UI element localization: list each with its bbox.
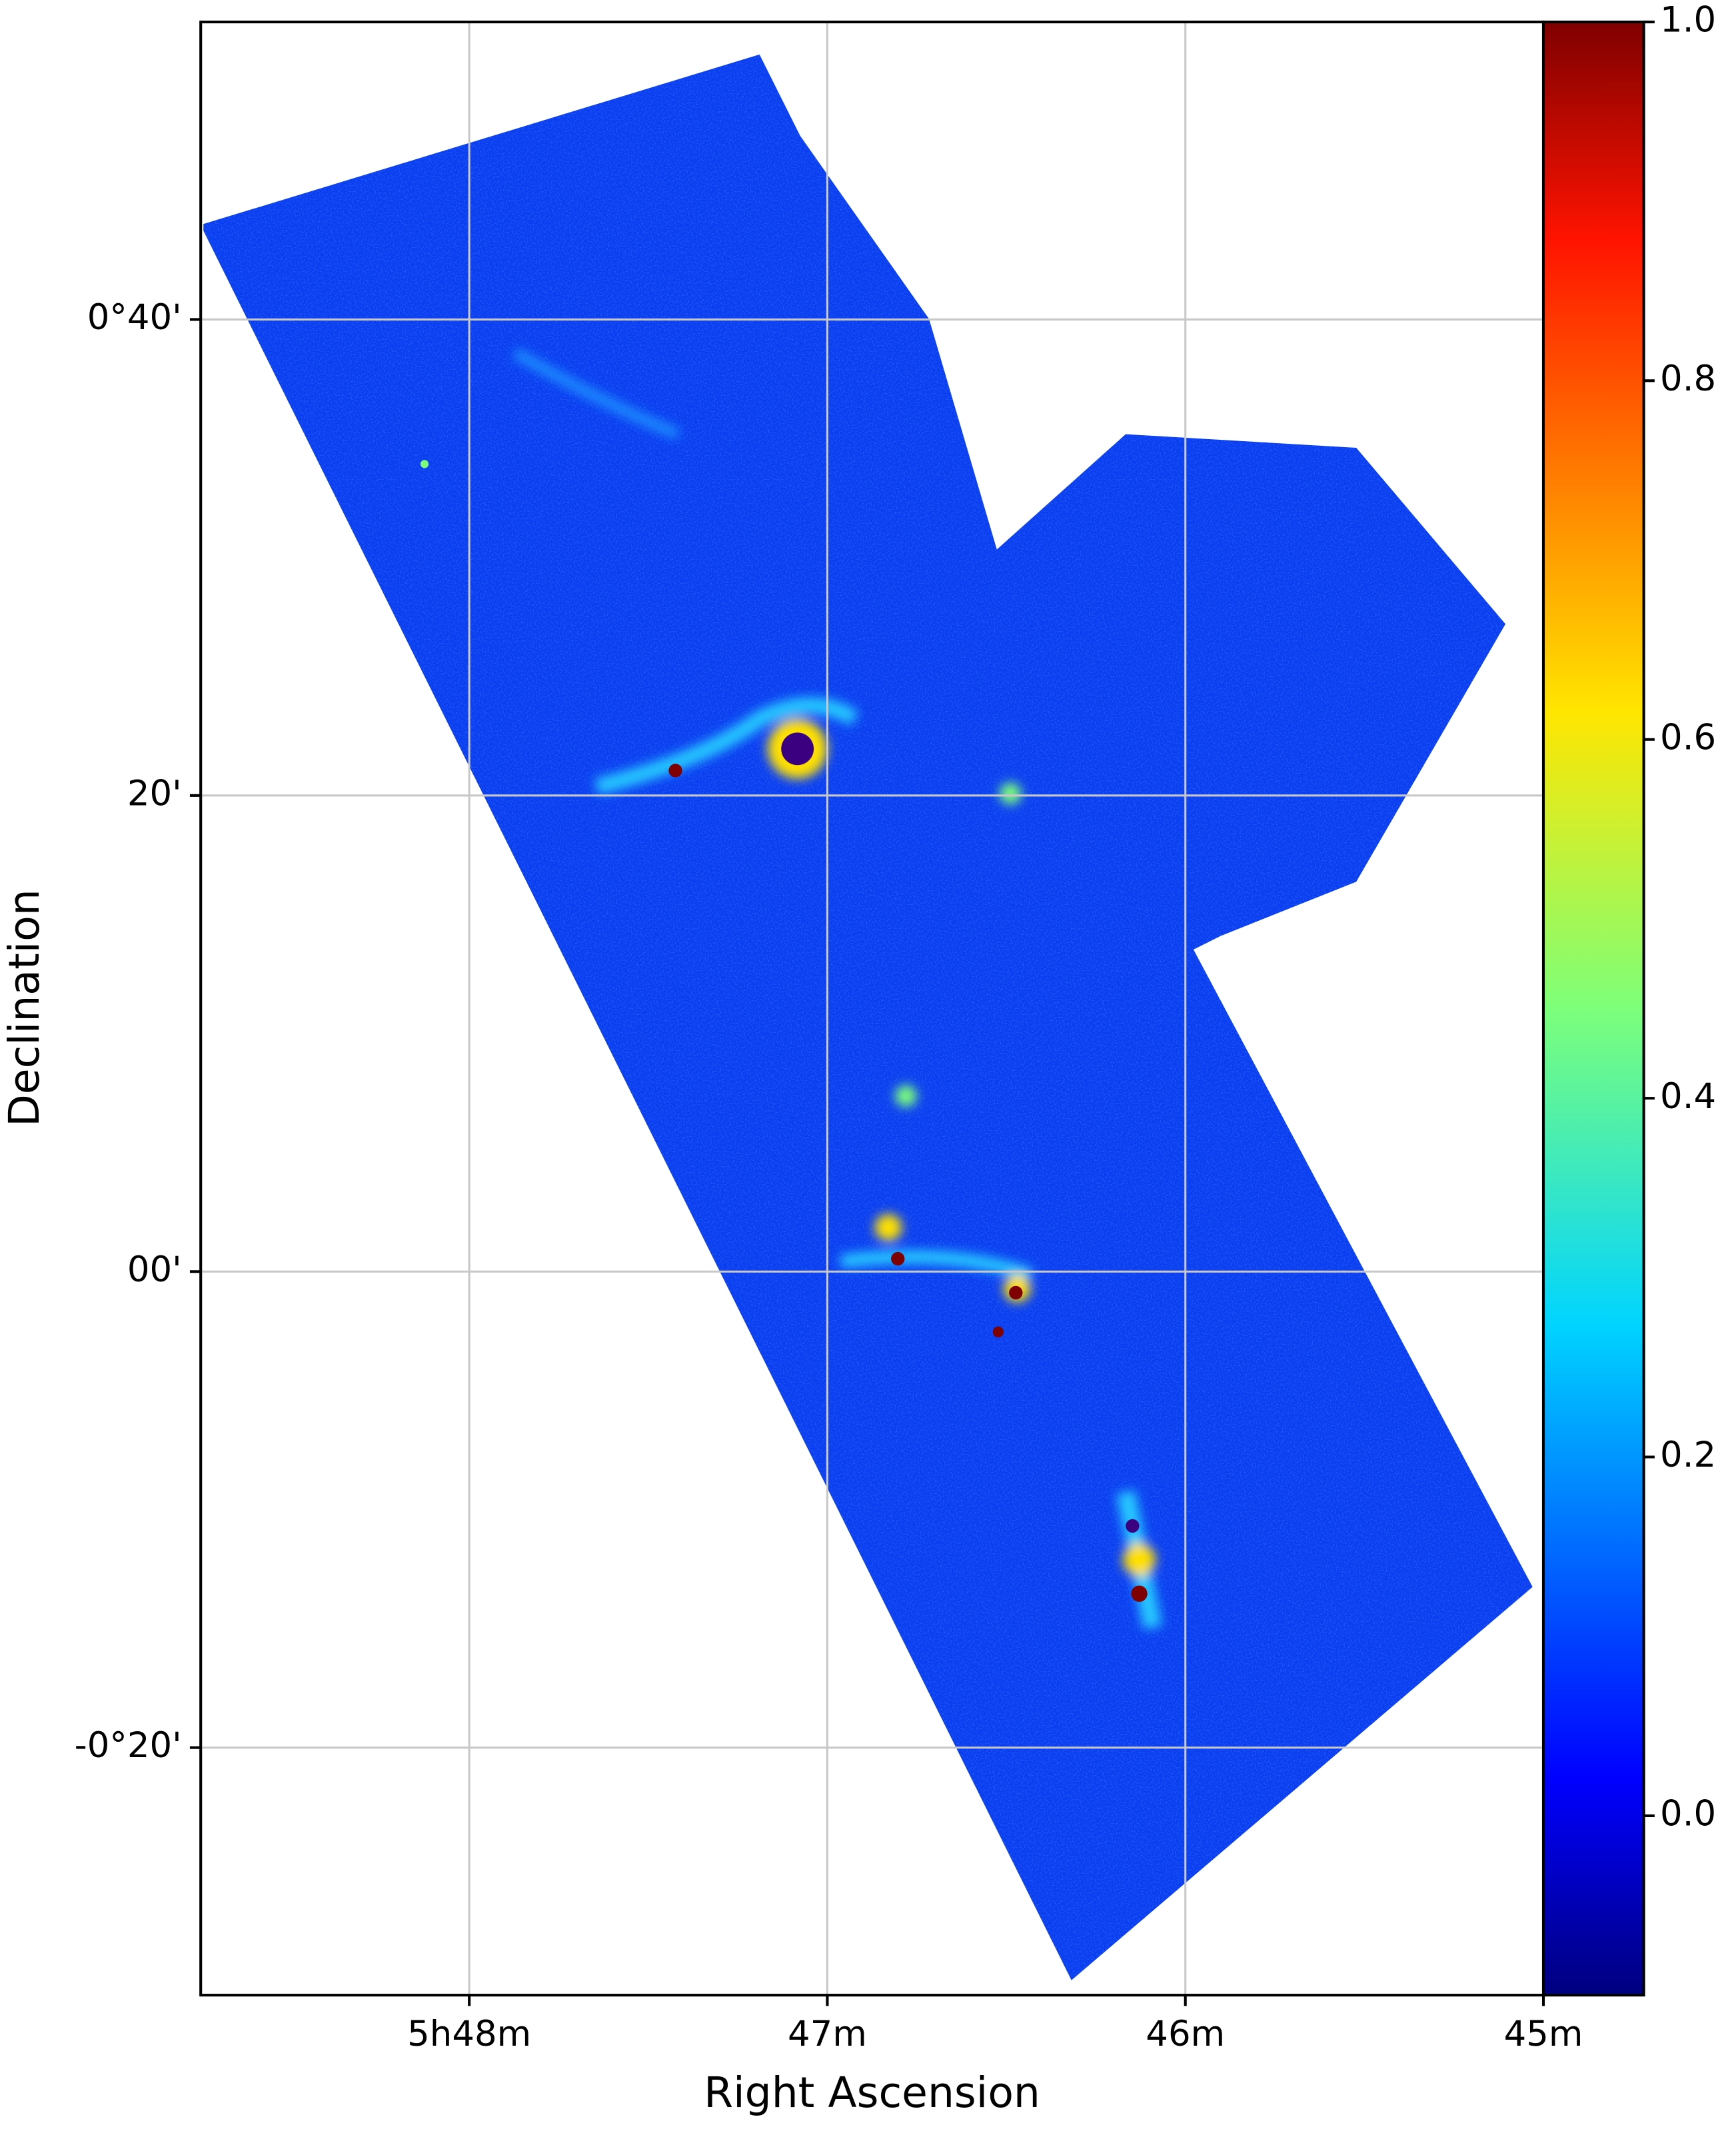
colorbar [1541,20,1645,1997]
colorbar-tick-label: 0.2 [1660,1435,1716,1475]
colorbar-tick-label: 0.0 [1660,1794,1716,1834]
y-tick-label: 00' [127,1249,182,1290]
y-axis-label: Declination [0,889,49,1127]
y-tick-label: 0°40' [87,297,182,338]
colorbar-tick-label: 0.6 [1660,717,1716,758]
colorbar-tick-label: 0.4 [1660,1076,1716,1117]
x-tick-label: 45m [1504,2014,1583,2054]
x-tick-label: 47m [788,2014,867,2054]
x-tick-label: 5h48m [407,2014,531,2054]
map-image [203,54,1533,1980]
colorbar-tick-label: 1.0 [1660,0,1716,41]
x-tick-label: 46m [1146,2014,1225,2054]
axes: 5h48m 47m 46m 45m 0°40' 20' 00' -0°20' 0.0 0.2 0.4… [75,0,1717,2054]
y-tick-label: -0°20' [75,1725,182,1766]
x-axis-label: Right Ascension [704,2068,1040,2117]
y-tick-label: 20' [127,773,182,814]
colorbar-tick-label: 0.8 [1660,358,1716,399]
